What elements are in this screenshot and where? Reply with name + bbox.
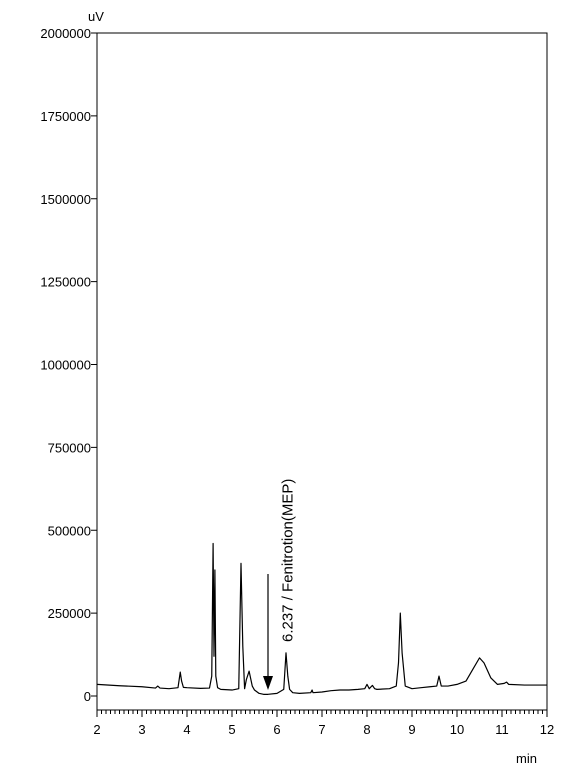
x-tick-label: 2 — [93, 722, 100, 737]
y-tick-label: 1750000 — [40, 109, 91, 124]
y-axis: 0 250000 500000 750000 1000000 1250000 1500000… — [40, 26, 97, 704]
x-tick-label: 9 — [408, 722, 415, 737]
x-tick-label: 6 — [273, 722, 280, 737]
annotation-group: 6.237 / Fenitrotion(MEP) — [263, 479, 297, 690]
y-tick-label: 250000 — [48, 606, 91, 621]
x-tick-label: 4 — [183, 722, 190, 737]
x-tick-label: 11 — [495, 722, 509, 737]
y-tick-label: 1000000 — [40, 358, 91, 373]
y-tick-label: 500000 — [48, 523, 91, 538]
y-unit-label: uV — [88, 9, 104, 24]
y-tick-label: 2000000 — [40, 26, 91, 41]
y-tick-label: 1250000 — [40, 275, 91, 290]
chromatogram-trace — [96, 542, 547, 695]
plot-area — [96, 32, 548, 711]
x-tick-label: 5 — [228, 722, 235, 737]
x-unit-label: min — [516, 751, 537, 766]
y-tick-label: 0 — [84, 689, 91, 704]
plot-frame — [96, 32, 548, 711]
x-tick-label: 7 — [318, 722, 325, 737]
x-axis: 2 3 4 5 6 7 8 9 10 11 12 — [93, 710, 554, 737]
x-tick-label: 12 — [540, 722, 554, 737]
x-tick-label: 3 — [138, 722, 145, 737]
peak-annotation-label: 6.237 / Fenitrotion(MEP) — [280, 479, 297, 642]
y-tick-label: 1500000 — [40, 192, 91, 207]
x-tick-label: 10 — [450, 722, 464, 737]
annotation-arrow-head — [263, 676, 273, 690]
y-tick-label: 750000 — [48, 440, 91, 455]
x-tick-label: 8 — [363, 722, 370, 737]
